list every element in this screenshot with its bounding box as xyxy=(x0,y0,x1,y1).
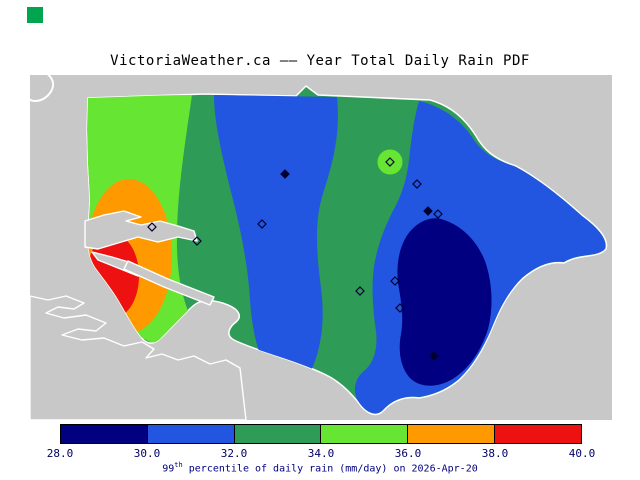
colorbar-tick-label: 38.0 xyxy=(481,447,509,460)
northwest-coast-fragment xyxy=(28,67,55,102)
contour-region-30-32-central xyxy=(214,95,338,388)
colorbar-tick-label: 40.0 xyxy=(568,447,596,460)
channel-strip xyxy=(123,260,215,306)
station-marker xyxy=(257,219,267,229)
colorbar-tick-label: 36.0 xyxy=(394,447,422,460)
station-marker xyxy=(147,222,157,232)
colorbar-segment-36.0 xyxy=(407,425,495,443)
page-title: VictoriaWeather.ca —— Year Total Daily R… xyxy=(110,53,530,69)
station-markers xyxy=(147,157,443,361)
station-marker xyxy=(385,157,395,167)
station-marker xyxy=(412,179,422,189)
inlet-peninsula xyxy=(84,210,198,250)
map-caption: 99th percentile of daily rain (mm/day) o… xyxy=(0,461,640,474)
colorbar-tick-label: 28.0 xyxy=(46,447,74,460)
contour-region-28-30 xyxy=(397,218,492,386)
colorbar-segment-30.0 xyxy=(146,425,234,443)
southwest-landmass xyxy=(29,295,247,421)
colorbar-tick-label: 30.0 xyxy=(133,447,161,460)
contour-spot-34-36 xyxy=(376,148,404,176)
caption-rest: percentile of daily rain (mm/day) on 202… xyxy=(182,463,478,475)
caption-superscript: th xyxy=(174,461,183,469)
colorbar-labels: 28.0 30.0 32.0 34.0 36.0 38.0 40.0 xyxy=(47,447,596,460)
station-marker xyxy=(429,351,439,361)
corner-logo-square xyxy=(27,7,43,23)
station-marker xyxy=(390,276,400,286)
colorbar-tick-label: 32.0 xyxy=(220,447,248,460)
station-marker xyxy=(395,303,405,313)
colorbar xyxy=(60,424,582,444)
colorbar-segment-38.0 xyxy=(494,425,581,443)
coastline-land-overlays xyxy=(28,67,247,421)
caption-base: 99 xyxy=(162,463,175,475)
colorbar-tick-label: 34.0 xyxy=(307,447,335,460)
station-marker xyxy=(423,206,433,216)
station-marker xyxy=(192,236,202,246)
station-marker xyxy=(355,286,365,296)
colorbar-segment-34.0 xyxy=(320,425,408,443)
colorbar-segment-28.0 xyxy=(61,425,147,443)
station-marker xyxy=(433,209,443,219)
colorbar-segment-32.0 xyxy=(233,425,321,443)
station-marker xyxy=(280,169,290,179)
